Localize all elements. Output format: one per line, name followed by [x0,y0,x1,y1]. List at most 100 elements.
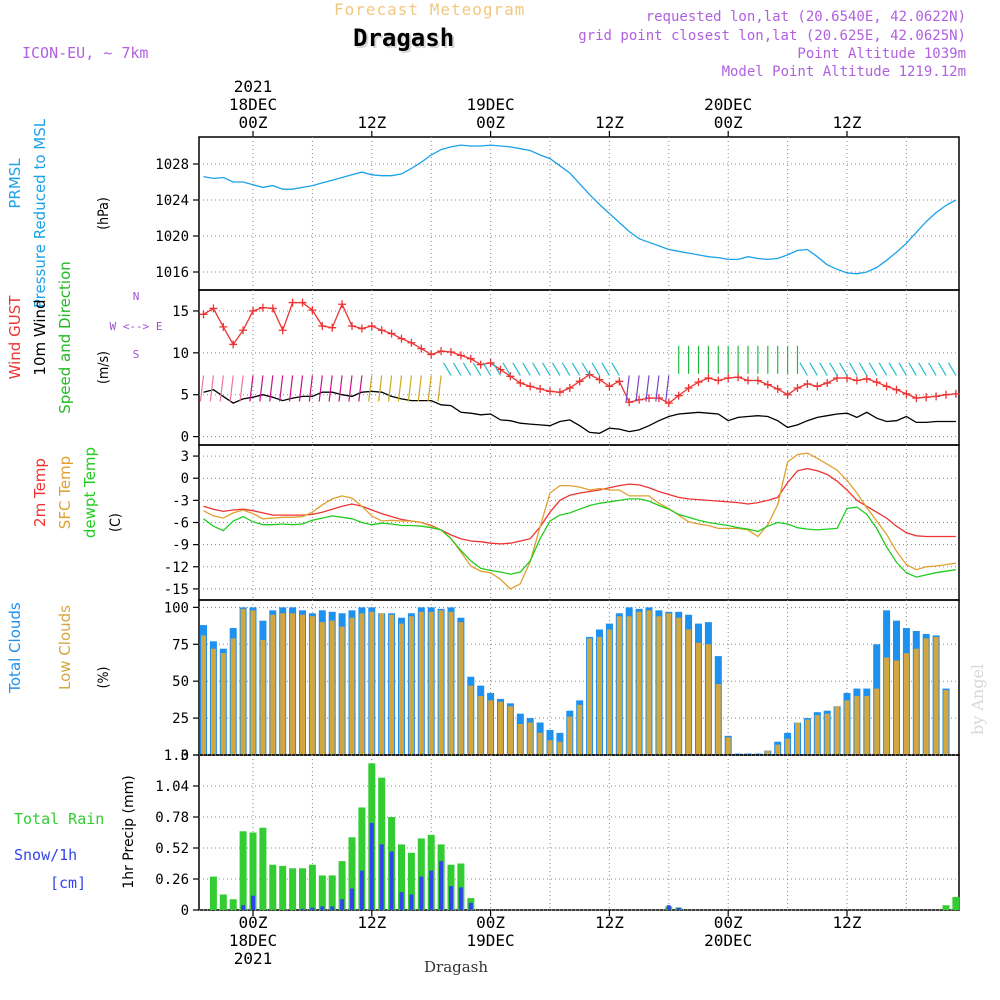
cloud-bar-low [379,613,385,755]
cloud-bar-low [686,629,692,755]
wind-direction-arrow [561,362,571,376]
wind-direction-arrow [407,375,412,402]
cloud-bar-low [399,623,404,755]
cloud-bar-low [537,732,543,755]
wind-direction-arrow [397,375,403,402]
wind-direction-arrow [338,375,343,402]
gust-marker [387,329,396,338]
wind-direction-arrow [829,362,838,376]
wind-direction-arrow [665,375,670,402]
gust-marker [437,347,446,356]
cloud-bar-low [577,704,583,755]
cloud-bar-low [844,700,850,755]
wind-direction-arrow [269,375,274,402]
snow-bar [359,870,364,910]
gust-marker [912,394,921,403]
snow-bar [468,902,473,910]
panel-frame [198,136,960,291]
gust-marker [496,365,505,374]
snow-bar [330,906,335,910]
wind-direction-arrow [819,362,828,376]
gust-marker [803,379,812,388]
gust-marker [506,372,515,381]
y-tick-label: 0.52 [155,841,189,857]
snow-bar [439,861,444,910]
cloud-bar-low [270,614,276,755]
cloud-bar-low [913,648,919,755]
snow-bar [300,908,305,910]
snow-bar [666,905,671,910]
wind-direction-arrow [838,362,848,376]
cloud-bar-low [676,617,682,755]
gust-marker [932,392,941,401]
series-line [203,467,956,545]
series-line [203,452,956,590]
cloud-bar-low [329,620,335,755]
cloud-bar-low [507,706,513,755]
cloud-bar-low [923,638,929,755]
wind-direction-arrow [209,375,214,402]
cloud-bar-low [478,695,484,755]
rain-bar [219,894,227,910]
snow-bar [241,905,246,910]
panel-title-line: Speed and Direction [56,261,74,414]
compass-north: N [133,290,140,303]
gust-marker [417,344,426,353]
rain-bar [457,863,465,910]
model-label: ICON-EU, ~ 7km [22,44,149,62]
time-label-top: 2021 [234,77,273,96]
cloud-bar-low [626,616,632,755]
panel-title-line: Pressure Reduced to MSL [31,118,49,308]
snow-bar [449,886,453,910]
time-label-top: 20DEC [704,95,752,114]
time-label-bottom: 12Z [357,913,386,932]
y-tick-label: 0.26 [155,872,189,888]
cloud-bar-low [280,613,286,755]
wind-direction-arrow [937,362,947,376]
cloud-bar-low [943,690,949,755]
gust-marker [377,326,386,335]
rain-bar [269,864,277,910]
y-tick-label: -15 [164,582,189,598]
rain-bar [239,831,247,910]
cloud-bar-low [666,613,672,755]
cloud-bar-low [488,700,494,755]
time-label-bottom: 12Z [595,913,624,932]
y-tick-label: -12 [164,560,189,576]
cloud-bar-low [290,613,296,755]
y-tick-label: 15 [172,304,189,320]
wind-direction-arrow [591,362,601,376]
wind-direction-arrow [809,362,818,376]
requested-coordinates: requested lon,lat (20.6540E, 42.0622N) [645,9,966,25]
panel-title-line: 2m Temp [31,458,49,527]
cloud-bar-low [606,629,612,755]
cloud-bar-low [715,684,721,755]
cloud-bar-low [824,713,830,755]
credit-watermark: by Angel [968,663,987,735]
time-label-top: 12Z [357,113,386,132]
cloud-bar-low [309,616,315,755]
compass-south: S [133,348,140,361]
wind-direction-arrow [858,362,868,376]
cloud-bar-low [696,642,701,755]
gust-marker [338,300,347,309]
gust-marker [456,351,465,360]
y-tick-label: 1024 [155,193,189,209]
gust-marker [951,389,960,398]
rain-bar [328,875,336,910]
cloud-bar-low [339,626,345,755]
cloud-bar-low [359,613,365,755]
grid-point-coordinates: grid point closest lon,lat (20.625E, 42.… [578,28,966,44]
time-label-bottom: 00Z [476,913,505,932]
wind-direction-arrow [947,362,957,376]
gust-marker [466,354,475,363]
time-label-bottom: 19DEC [467,931,515,950]
cloud-bar-low [458,622,464,755]
cloud-bar-low [834,706,840,755]
y-tick-label: 1.3 [164,748,189,764]
y-tick-label: 100 [164,600,189,616]
wind-direction-arrow [239,375,244,402]
gust-marker [239,326,248,335]
y-tick-label: 0 [181,471,189,487]
